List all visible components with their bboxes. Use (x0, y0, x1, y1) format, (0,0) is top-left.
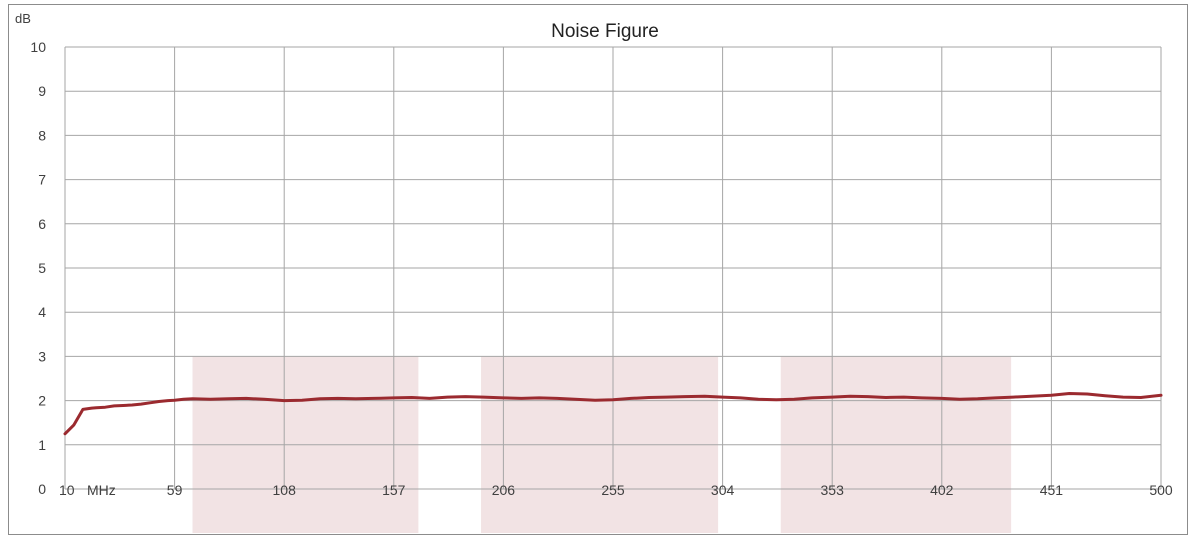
y-tick-label: 2 (38, 393, 46, 409)
y-tick-label: 8 (38, 127, 46, 143)
chart-frame: 0 1 2 3 4 5 6 7 8 9 10 10 59 108 157 206 255 304 353 402 451… (8, 4, 1188, 535)
y-tick-label: 10 (30, 39, 46, 55)
tick-labels: 0 1 2 3 4 5 6 7 8 9 10 10 59 108 157 206 255 304 353 402 451… (30, 39, 1172, 498)
y-tick-label: 7 (38, 172, 46, 188)
x-tick-label: 59 (167, 482, 183, 498)
x-tick-label: 157 (382, 482, 406, 498)
x-tick-label: 10 (59, 482, 75, 498)
x-tick-label: 255 (601, 482, 625, 498)
y-tick-label: 1 (38, 437, 46, 453)
x-tick-label: 500 (1149, 482, 1173, 498)
x-tick-label: 402 (930, 482, 954, 498)
noise-figure-series-line (63, 392, 1163, 436)
series-layer (63, 392, 1163, 436)
y-tick-label: 6 (38, 216, 46, 232)
x-tick-label: 353 (821, 482, 845, 498)
x-tick-label: 304 (711, 482, 735, 498)
y-tick-label: 9 (38, 83, 46, 99)
x-tick-label: 206 (492, 482, 516, 498)
x-tick-label: 108 (273, 482, 297, 498)
y-tick-label: 5 (38, 260, 46, 276)
chart-title: Noise Figure (551, 21, 659, 42)
y-axis-unit-label: dB (15, 11, 31, 26)
y-tick-label: 0 (38, 481, 46, 497)
y-tick-label: 4 (38, 304, 46, 320)
grid-lines (64, 46, 1162, 490)
noise-figure-chart: 0 1 2 3 4 5 6 7 8 9 10 10 59 108 157 206 255 304 353 402 451… (15, 11, 1173, 533)
y-tick-label: 3 (38, 348, 46, 364)
x-tick-label: 451 (1040, 482, 1064, 498)
x-axis-unit-label: MHz (87, 482, 116, 498)
